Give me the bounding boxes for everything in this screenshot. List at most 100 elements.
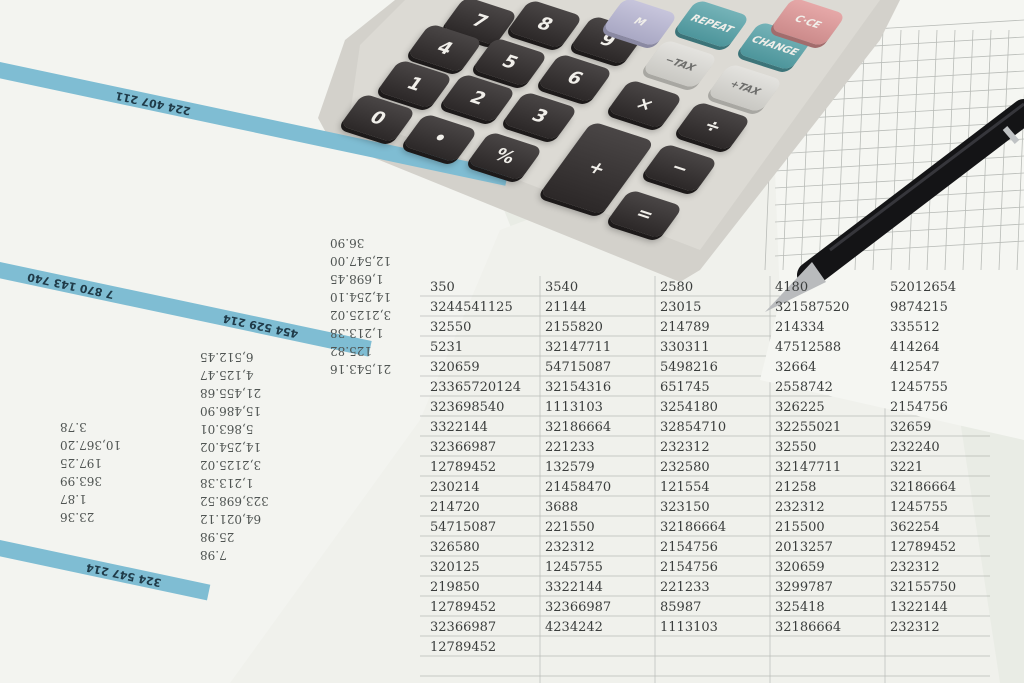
spreadsheet-value: 326225 — [775, 400, 825, 415]
spreadsheet-value: 230214 — [430, 480, 480, 495]
spreadsheet-value: 214720 — [430, 500, 480, 515]
spreadsheet-value: 3299787 — [775, 580, 833, 595]
spreadsheet-value: 32366987 — [430, 440, 497, 455]
spreadsheet-value: 3688 — [545, 500, 579, 515]
document-value: 1,213.38 — [330, 326, 384, 340]
spreadsheet-value: 320659 — [430, 360, 480, 375]
spreadsheet-value: 3540 — [545, 280, 579, 295]
spreadsheet-value: 323150 — [660, 500, 710, 515]
document-value: 7.98 — [200, 548, 227, 562]
spreadsheet-value: 32664 — [775, 360, 817, 375]
spreadsheet-value: 32186664 — [890, 480, 957, 495]
spreadsheet-value: 221233 — [660, 580, 710, 595]
spreadsheet-value: 3254180 — [660, 400, 718, 415]
spreadsheet-value: 3221 — [890, 460, 924, 475]
spreadsheet-value: 1245755 — [545, 560, 603, 575]
spreadsheet-value: 32154316 — [545, 380, 612, 395]
spreadsheet-value: 2154756 — [660, 560, 718, 575]
spreadsheet-value: 232312 — [545, 540, 595, 555]
spreadsheet-value: 232312 — [890, 620, 940, 635]
document-value: 1,698.45 — [330, 272, 384, 286]
spreadsheet-value: 54715087 — [545, 360, 612, 375]
spreadsheet-value: 221550 — [545, 520, 595, 535]
spreadsheet-value: 335512 — [890, 320, 940, 335]
spreadsheet-value: 1113103 — [660, 620, 718, 635]
document-value: 25.98 — [200, 530, 235, 544]
pen-tip-icon — [765, 262, 826, 312]
document-value: 14,254.02 — [200, 440, 262, 454]
document-value: 6,512.45 — [200, 350, 254, 364]
spreadsheet-value: 12789452 — [890, 540, 957, 555]
spreadsheet-value: 5498216 — [660, 360, 718, 375]
spreadsheet-value: 21458470 — [545, 480, 612, 495]
document-value: 10,367.20 — [60, 438, 122, 452]
spreadsheet-value: 52012654 — [890, 280, 957, 295]
spreadsheet-value: 121554 — [660, 480, 710, 495]
spreadsheet-value: 1245755 — [890, 500, 948, 515]
spreadsheet-value: 32550 — [775, 440, 817, 455]
spreadsheet-value: 325418 — [775, 600, 825, 615]
spreadsheet-value: 215500 — [775, 520, 825, 535]
document-value: 5,863.01 — [200, 422, 254, 436]
spreadsheet-value: 32186664 — [660, 520, 727, 535]
spreadsheet-value: 3322144 — [545, 580, 603, 595]
spreadsheet-value: 412547 — [890, 360, 940, 375]
document-value: 323,698.52 — [200, 494, 269, 508]
spreadsheet-value: 2154756 — [660, 540, 718, 555]
document-value: 3,2125.02 — [330, 308, 392, 322]
spreadsheet-value: 232312 — [890, 560, 940, 575]
document-value: 363.99 — [60, 474, 102, 488]
spreadsheet-value: 3322144 — [430, 420, 488, 435]
document-value: 1.87 — [60, 492, 87, 506]
spreadsheet-value: 23015 — [660, 300, 702, 315]
spreadsheet-value: 2013257 — [775, 540, 833, 555]
document-value: 64,021.12 — [200, 512, 262, 526]
spreadsheet-value: 232312 — [775, 500, 825, 515]
spreadsheet-value: 232312 — [660, 440, 710, 455]
spreadsheet-value: 54715087 — [430, 520, 497, 535]
document-value: 197.25 — [60, 456, 102, 470]
spreadsheet-value: 32550 — [430, 320, 472, 335]
spreadsheet-value: 320125 — [430, 560, 480, 575]
spreadsheet-value: 23365720124 — [430, 380, 521, 395]
spreadsheet-value: 32147711 — [775, 460, 842, 475]
spreadsheet-value: 32155750 — [890, 580, 957, 595]
spreadsheet-value: 132579 — [545, 460, 595, 475]
spreadsheet-value: 350 — [430, 280, 455, 295]
spreadsheet-value: 214789 — [660, 320, 710, 335]
document-value: 125.82 — [330, 344, 372, 358]
spreadsheet-value: 2154756 — [890, 400, 948, 415]
spreadsheet-value: 12789452 — [430, 640, 497, 655]
spreadsheet-value: 12789452 — [430, 600, 497, 615]
spreadsheet-value: 326580 — [430, 540, 480, 555]
spreadsheet-value: 5231 — [430, 340, 464, 355]
spreadsheet-value: 232580 — [660, 460, 710, 475]
document-value: 23.36 — [60, 510, 95, 524]
spreadsheet-value: 323698540 — [430, 400, 505, 415]
spreadsheet-value: 1322144 — [890, 600, 948, 615]
spreadsheet-value: 214334 — [775, 320, 825, 335]
spreadsheet-value: 2580 — [660, 280, 694, 295]
spreadsheet-value: 47512588 — [775, 340, 842, 355]
spreadsheet-value: 32255021 — [775, 420, 842, 435]
spreadsheet-value: 330311 — [660, 340, 710, 355]
spreadsheet-value: 21144 — [545, 300, 587, 315]
spreadsheet-value: 320659 — [775, 560, 825, 575]
document-value: 3.78 — [60, 420, 87, 434]
spreadsheet-value: 3244541125 — [430, 300, 513, 315]
spreadsheet-value: 1113103 — [545, 400, 603, 415]
spreadsheet-value: 32147711 — [545, 340, 612, 355]
document-value: 36.90 — [330, 236, 365, 250]
spreadsheet-value: 21258 — [775, 480, 817, 495]
spreadsheet-value: 221233 — [545, 440, 595, 455]
spreadsheet-value: 219850 — [430, 580, 480, 595]
spreadsheet-value: 232240 — [890, 440, 940, 455]
document-value: 12,547.00 — [330, 254, 392, 268]
spreadsheet-value: 362254 — [890, 520, 940, 535]
spreadsheet-value: 9874215 — [890, 300, 948, 315]
document-value: 4,125.47 — [200, 368, 254, 382]
spreadsheet-value: 4180 — [775, 280, 809, 295]
document-value: 14,254.10 — [330, 290, 392, 304]
spreadsheet-value: 651745 — [660, 380, 710, 395]
document-value: 21,455.68 — [200, 386, 262, 400]
